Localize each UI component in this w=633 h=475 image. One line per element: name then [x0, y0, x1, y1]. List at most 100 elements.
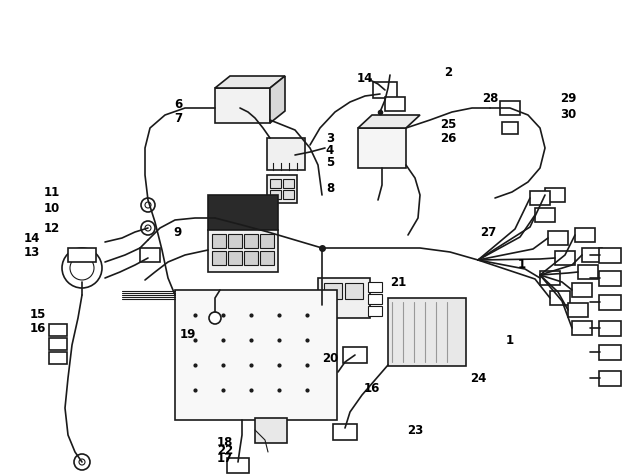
Text: 16: 16 [30, 322, 46, 334]
Bar [535, 208, 555, 222]
Bar [373, 82, 397, 98]
Text: 15: 15 [30, 308, 46, 322]
Text: 3: 3 [326, 132, 334, 144]
Bar [68, 248, 96, 262]
Text: 24: 24 [470, 371, 486, 384]
Bar [208, 195, 278, 230]
Bar [175, 290, 337, 420]
Bar [530, 191, 550, 205]
Text: 17: 17 [217, 452, 233, 465]
Text: 20: 20 [322, 352, 338, 364]
Circle shape [141, 221, 155, 235]
Bar [540, 271, 560, 285]
Bar [208, 230, 278, 272]
Polygon shape [215, 76, 285, 88]
Text: 23: 23 [407, 424, 423, 437]
Bar [572, 283, 592, 297]
Bar [343, 347, 367, 363]
Bar [318, 278, 370, 318]
Bar [244, 251, 258, 265]
Text: 4: 4 [326, 143, 334, 156]
Bar [283, 179, 294, 188]
Bar [324, 283, 342, 299]
Bar [283, 190, 294, 199]
Circle shape [62, 248, 102, 288]
Bar [270, 179, 281, 188]
Polygon shape [358, 115, 420, 128]
Bar [385, 97, 405, 111]
Text: 29: 29 [560, 92, 576, 104]
Circle shape [74, 454, 90, 470]
Bar [267, 138, 305, 170]
Bar [555, 251, 575, 265]
Bar [599, 270, 621, 285]
Bar [345, 283, 363, 299]
Bar [212, 251, 226, 265]
Bar [215, 88, 270, 123]
Bar [260, 234, 274, 248]
Text: 28: 28 [482, 92, 498, 104]
Text: 22: 22 [217, 444, 233, 456]
Bar [228, 251, 242, 265]
Bar [368, 294, 382, 304]
Text: 6: 6 [174, 98, 182, 112]
Bar [212, 234, 226, 248]
Text: 30: 30 [560, 108, 576, 122]
Bar [599, 370, 621, 386]
Bar [575, 228, 595, 242]
Bar [368, 282, 382, 292]
Circle shape [145, 202, 151, 208]
Text: 27: 27 [480, 226, 496, 238]
Bar [49, 352, 67, 364]
Bar [333, 424, 357, 440]
Bar [502, 122, 518, 134]
Bar [572, 321, 592, 335]
Bar [568, 303, 588, 317]
Bar [270, 190, 281, 199]
Text: 14: 14 [24, 231, 40, 245]
Text: 2: 2 [444, 66, 452, 78]
Bar [548, 231, 568, 245]
Bar [545, 188, 565, 202]
Text: 1: 1 [506, 333, 514, 346]
Bar [227, 457, 249, 473]
Polygon shape [270, 76, 285, 123]
Bar [228, 234, 242, 248]
Bar [582, 248, 602, 262]
Bar [500, 101, 520, 115]
Text: 12: 12 [44, 221, 60, 235]
Text: 10: 10 [44, 201, 60, 215]
Bar [550, 291, 570, 305]
Bar [140, 248, 160, 262]
Bar [599, 321, 621, 335]
Bar [368, 306, 382, 316]
Bar [260, 251, 274, 265]
Text: 14: 14 [357, 72, 373, 85]
Bar [244, 234, 258, 248]
Bar [255, 418, 287, 443]
Bar [49, 324, 67, 336]
Circle shape [70, 256, 94, 280]
Bar [599, 294, 621, 310]
Text: 11: 11 [44, 186, 60, 199]
Text: 5: 5 [326, 156, 334, 170]
Text: 25: 25 [440, 118, 456, 132]
Text: 8: 8 [326, 181, 334, 194]
Text: 18: 18 [217, 436, 233, 448]
Bar [599, 247, 621, 263]
Bar [267, 175, 297, 203]
Circle shape [209, 312, 221, 324]
Bar [599, 344, 621, 360]
Circle shape [141, 198, 155, 212]
Text: 9: 9 [174, 226, 182, 238]
Bar [49, 338, 67, 350]
Text: 16: 16 [364, 381, 380, 395]
Text: 13: 13 [24, 246, 40, 258]
Bar [388, 298, 466, 366]
Text: 19: 19 [180, 329, 196, 342]
Text: 7: 7 [174, 112, 182, 124]
Text: 26: 26 [440, 132, 456, 144]
Circle shape [79, 459, 85, 465]
Bar [358, 128, 406, 168]
Text: 21: 21 [390, 276, 406, 288]
